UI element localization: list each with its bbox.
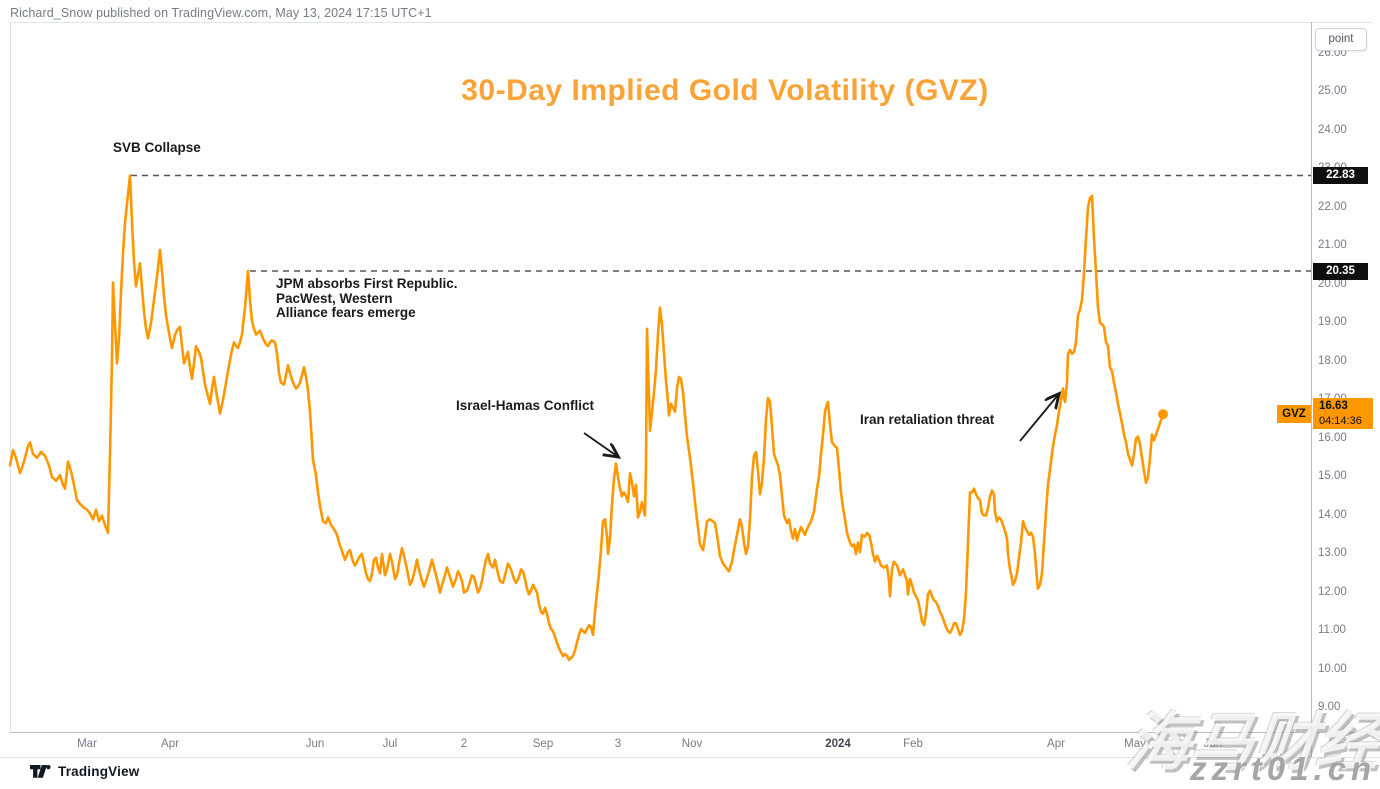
watermark-url: zzrt01.cn [1190,750,1377,787]
y-tick-14.00: 14.00 [1318,509,1347,521]
x-tick-Jun: Jun [305,738,325,750]
x-tick-Sep: Sep [532,738,554,750]
tradingview-logo-text[interactable]: TradingView [58,764,140,779]
y-tick-20.00: 20.00 [1318,278,1347,290]
y-tick-24.00: 24.00 [1318,124,1347,136]
y-tick-15.00: 15.00 [1318,470,1347,482]
series-symbol-badge: GVZ [1277,405,1311,423]
x-tick-Nov: Nov [681,738,703,750]
y-tick-10.00: 10.00 [1318,663,1347,675]
y-tick-9.00: 9.00 [1318,701,1341,713]
annotation-svb: SVB Collapse [113,140,201,155]
tradingview-logo-icon[interactable] [30,764,51,779]
y-tick-11.00: 11.00 [1318,624,1346,636]
annotation-iran: Iran retaliation threat [860,412,995,427]
price-axis-border [1311,22,1312,757]
y-tick-13.00: 13.00 [1318,547,1347,559]
y-tick-18.00: 18.00 [1318,355,1347,367]
last-price-badge: 16.63 04:14:36 [1313,398,1373,429]
chart-title: 30-Day Implied Gold Volatility (GVZ) [461,74,989,107]
last-price-value: 16.63 [1319,400,1348,412]
israel-annotation-arrow [583,432,617,456]
time-axis-border [10,732,1372,733]
y-tick-16.00: 16.00 [1318,432,1347,444]
x-tick-Mar: Mar [77,738,97,750]
y-tick-19.00: 19.00 [1318,316,1347,328]
last-price-dot [1158,409,1168,420]
price-label-20.35: 20.35 [1313,263,1368,280]
y-tick-25.00: 25.00 [1318,85,1347,97]
y-tick-21.00: 21.00 [1318,239,1347,251]
x-tick-Jun: Jun [1203,738,1223,750]
x-tick-2024: 2024 [825,738,851,750]
y-tick-12.00: 12.00 [1318,586,1347,598]
x-tick-Jul: Jul [382,738,398,750]
x-tick-Apr: Apr [161,738,179,750]
x-tick-May: May [1124,738,1146,750]
y-tick-22.00: 22.00 [1318,201,1347,213]
footer-brand[interactable]: TradingView [30,764,139,779]
bar-countdown: 04:14:36 [1319,415,1362,427]
x-tick-2: 2 [460,738,468,750]
iran-annotation-arrow [1019,395,1058,442]
publish-byline: Richard_Snow published on TradingView.co… [10,6,432,20]
axis-unit-button[interactable]: point [1315,28,1367,51]
footer-divider [0,757,1380,758]
x-tick-3: 3 [614,738,622,750]
plot-top-border [10,22,1372,23]
price-label-22.83: 22.83 [1313,167,1368,184]
x-tick-Apr: Apr [1047,738,1065,750]
annotation-jpm: JPM absorbs First Republic. PacWest, Wes… [276,276,458,320]
time-axis[interactable]: Mar Apr Jun Jul 2 Sep 3 Nov 2024 Feb Apr May Jun [10,733,1372,757]
gvz-price-line [8,174,1165,662]
price-axis[interactable]: 26.0025.0024.0023.0022.0021.0020.0019.00… [1311,22,1380,757]
annotation-israel: Israel-Hamas Conflict [456,398,595,413]
x-tick-Feb: Feb [903,738,923,750]
plot-left-border [10,22,11,732]
